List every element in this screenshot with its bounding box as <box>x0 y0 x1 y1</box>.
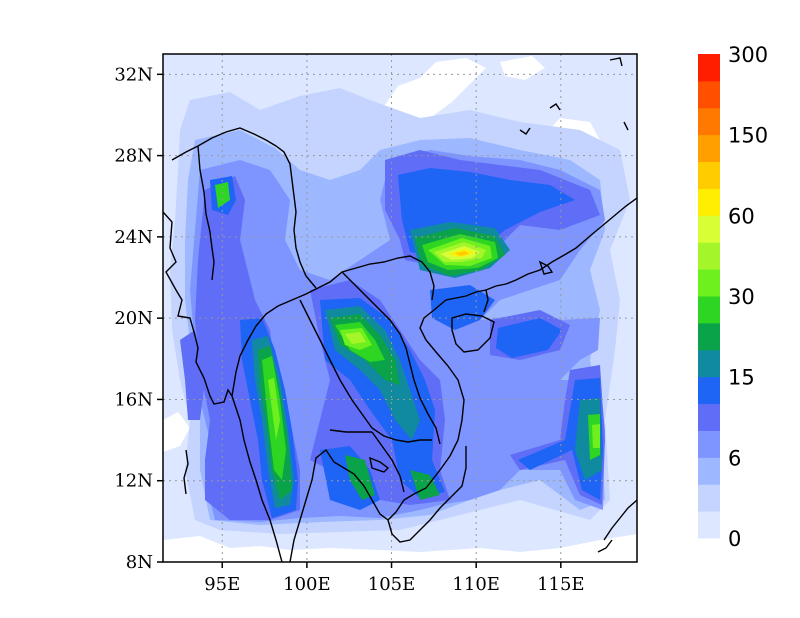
lat-tick-label: 28N <box>114 146 153 167</box>
longitude-axis: 95E 100E 105E 110E 115E <box>204 562 585 595</box>
colorbar-swatch <box>698 107 720 136</box>
colorbar-swatch <box>698 322 720 351</box>
lon-tick-label: 100E <box>283 574 331 595</box>
lon-tick-label: 105E <box>368 574 416 595</box>
colorbar-label: 150 <box>728 124 768 148</box>
lat-tick-label: 16N <box>114 389 153 410</box>
colorbar-swatch <box>698 215 720 243</box>
colorbar-label: 300 <box>728 43 768 67</box>
colorbar-swatch <box>698 161 720 189</box>
colorbar-swatch <box>698 430 720 458</box>
colorbar-label: 15 <box>728 366 755 390</box>
colorbar-swatch <box>698 134 720 163</box>
colorbar-label: 30 <box>728 285 755 309</box>
colorbar-label: 6 <box>728 446 741 470</box>
colorbar-swatch <box>698 296 720 324</box>
lon-tick-label: 110E <box>452 574 500 595</box>
colorbar-swatch <box>698 403 720 431</box>
colorbar-swatch <box>698 376 720 405</box>
latitude-axis: 32N 28N 24N 20N 16N 12N 8N <box>114 64 163 573</box>
colorbar-label: 60 <box>728 204 755 228</box>
colorbar-swatch <box>698 269 720 297</box>
colorbar-label: 0 <box>728 527 741 551</box>
lat-tick-label: 24N <box>114 227 153 248</box>
lat-tick-label: 20N <box>114 308 153 329</box>
colorbar-swatch <box>698 457 720 485</box>
colorbar-swatch <box>698 242 720 270</box>
colorbar-swatch <box>698 484 720 512</box>
lat-tick-label: 12N <box>114 471 153 492</box>
map-grid <box>163 54 637 562</box>
colorbar-swatch <box>698 80 720 109</box>
lat-tick-label: 32N <box>114 64 153 85</box>
colorbar-swatch <box>698 511 720 539</box>
colorbar-swatch <box>698 54 720 82</box>
colorbar-swatch <box>698 349 720 378</box>
colorbar: 0 6 15 30 60 150 300 <box>698 43 768 551</box>
lon-tick-label: 115E <box>537 574 585 595</box>
lat-tick-label: 8N <box>126 552 153 573</box>
lon-tick-label: 95E <box>204 574 240 595</box>
colorbar-swatch <box>698 188 720 216</box>
plot-frame <box>162 53 638 563</box>
coastline-borders <box>163 57 637 562</box>
